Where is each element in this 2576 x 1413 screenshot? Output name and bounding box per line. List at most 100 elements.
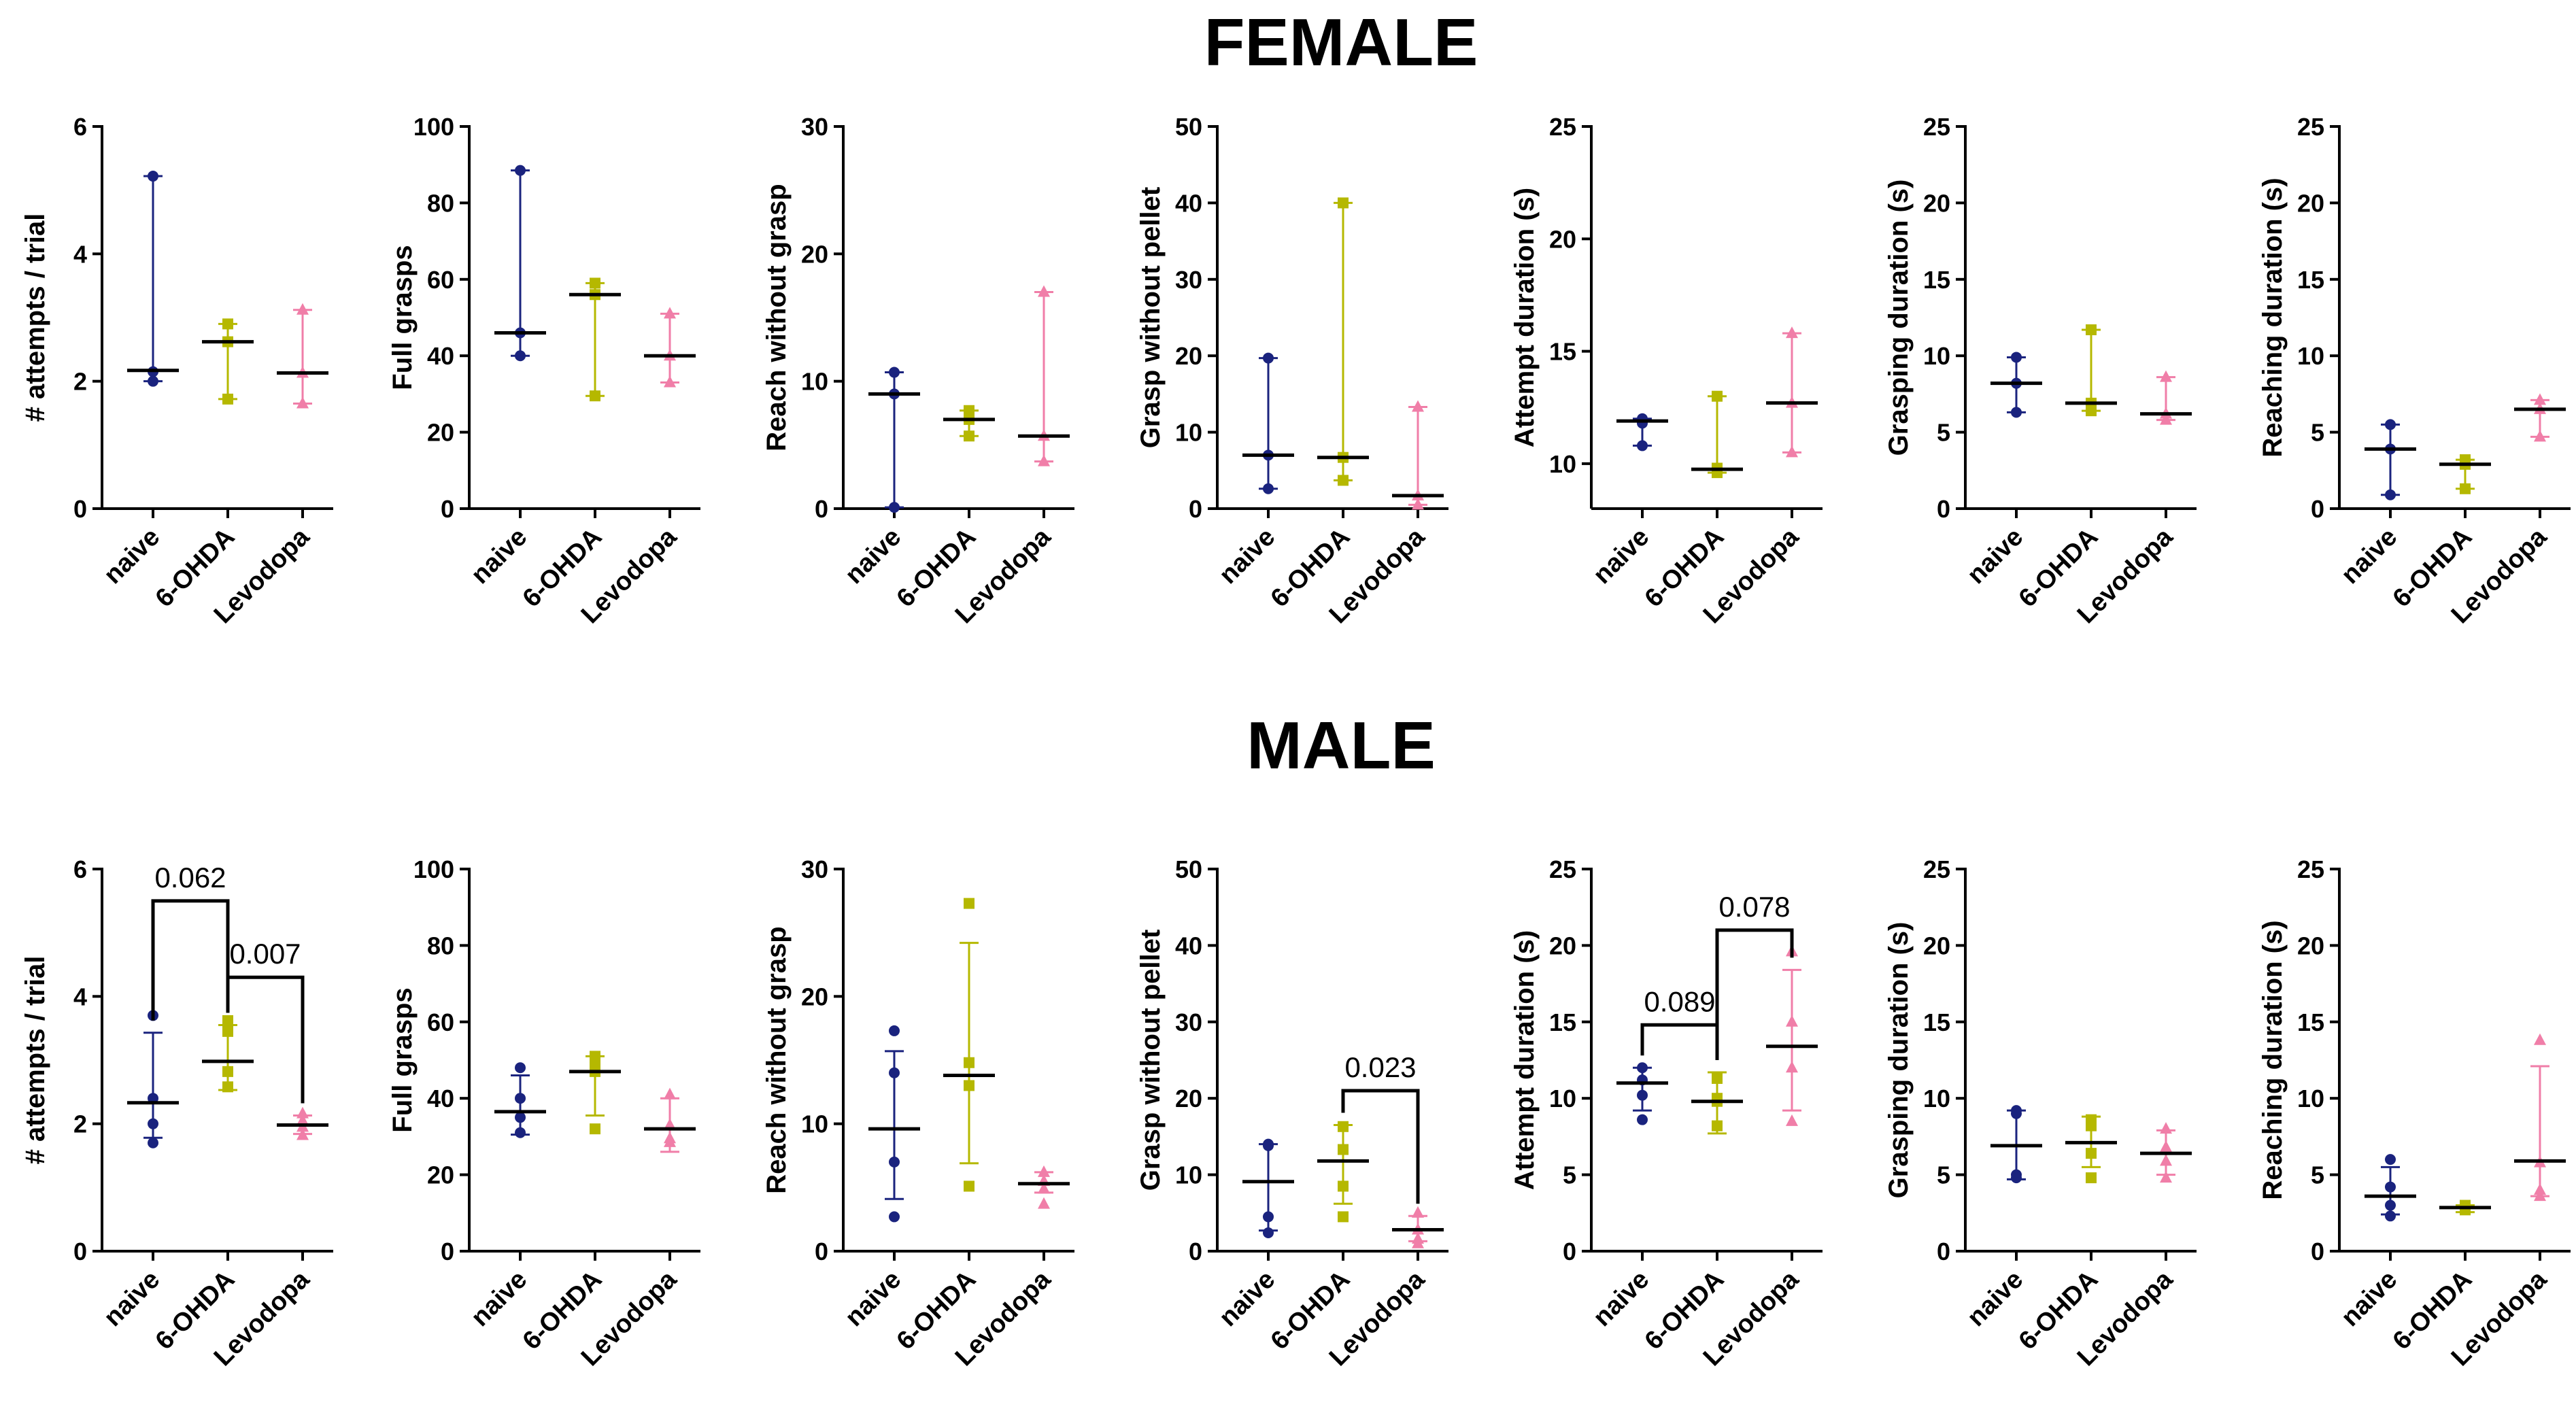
y-axis-label: Grasping duration (s) <box>1884 180 1914 456</box>
group-6-ohda <box>1691 1071 1743 1135</box>
y-tick-label: 0 <box>2311 1238 2324 1265</box>
data-point-naive <box>148 1118 158 1129</box>
data-point-6-ohda <box>2086 405 2097 417</box>
data-point-naive <box>148 1093 158 1104</box>
data-point-naive <box>889 1156 900 1168</box>
data-point-levodopa <box>1038 285 1050 297</box>
data-point-levodopa <box>664 375 676 388</box>
y-tick-label: 0 <box>815 495 828 523</box>
data-point-6-ohda <box>964 1180 975 1192</box>
data-point-naive <box>1637 1062 1648 1074</box>
y-axis-label: Grasping duration (s) <box>1884 922 1914 1199</box>
data-point-naive <box>2385 1181 2396 1193</box>
y-axis-label: # attempts / trial <box>20 214 50 422</box>
y-tick-label: 20 <box>2297 189 2324 217</box>
data-point-6-ohda <box>590 390 600 402</box>
y-tick-label: 20 <box>1923 932 1950 959</box>
y-tick-label: 20 <box>427 1161 454 1189</box>
y-tick-label: 0 <box>1563 1238 1576 1265</box>
data-point-naive <box>889 502 900 513</box>
group-6-ohda <box>1317 197 1369 486</box>
data-point-levodopa <box>2534 393 2546 405</box>
data-point-levodopa <box>296 396 309 409</box>
data-point-6-ohda <box>1338 1180 1349 1192</box>
y-tick-label: 40 <box>427 1085 454 1112</box>
y-tick-label: 30 <box>1175 1008 1202 1036</box>
data-point-naive <box>515 350 526 362</box>
data-point-6-ohda <box>2086 1172 2097 1184</box>
data-point-levodopa <box>1038 1197 1050 1209</box>
data-point-naive <box>515 165 526 176</box>
y-tick-label: 60 <box>427 1008 454 1036</box>
data-point-naive <box>148 171 158 182</box>
y-axis-label: Reach without grasp <box>762 926 792 1193</box>
group-6-ohda <box>1691 390 1743 479</box>
y-tick-label: 10 <box>2297 342 2324 370</box>
data-point-6-ohda <box>222 1025 233 1037</box>
data-point-6-ohda <box>222 318 233 330</box>
y-tick-label: 10 <box>1549 450 1576 478</box>
group-naive <box>1242 1138 1294 1239</box>
data-point-naive <box>1263 1140 1274 1151</box>
y-tick-label: 25 <box>1923 855 1950 883</box>
group-6-ohda <box>1317 1121 1369 1223</box>
data-point-naive <box>1637 1114 1648 1125</box>
data-point-levodopa <box>664 1087 676 1100</box>
y-tick-label: 40 <box>1175 932 1202 959</box>
data-point-levodopa <box>1038 454 1050 466</box>
y-tick-label: 0 <box>1189 1238 1202 1265</box>
p-value-label: 0.062 <box>154 862 226 893</box>
y-tick-label: 0 <box>2311 495 2324 523</box>
data-point-6-ohda <box>964 898 975 909</box>
x-tick-label: naive <box>840 1265 906 1332</box>
data-point-naive <box>2385 1210 2396 1222</box>
y-tick-label: 6 <box>73 113 87 141</box>
data-point-levodopa <box>296 1106 309 1119</box>
group-levodopa <box>1392 400 1444 510</box>
group-6-ohda <box>2439 454 2491 494</box>
group-naive <box>868 367 920 513</box>
data-point-levodopa <box>2160 1140 2172 1153</box>
data-point-6-ohda <box>1338 197 1349 209</box>
data-point-levodopa <box>1786 326 1798 339</box>
group-naive <box>1616 413 1668 452</box>
x-tick-label: naive <box>1962 1265 2029 1332</box>
group-levodopa <box>1018 1165 1070 1209</box>
data-point-naive <box>515 1062 526 1074</box>
data-point-levodopa <box>2534 1183 2546 1195</box>
x-tick-label: naive <box>1588 1265 1655 1332</box>
data-point-levodopa <box>1038 1182 1050 1194</box>
group-levodopa <box>277 303 328 409</box>
data-point-naive <box>889 1211 900 1223</box>
y-tick-label: 20 <box>1175 342 1202 370</box>
y-tick-label: 6 <box>73 855 87 883</box>
data-point-naive <box>1263 483 1274 494</box>
y-tick-label: 4 <box>73 983 87 1010</box>
x-tick-label: naive <box>2336 523 2403 590</box>
data-point-levodopa <box>2160 413 2172 425</box>
group-levodopa <box>2140 1122 2192 1183</box>
p-value-label: 0.023 <box>1344 1051 1416 1083</box>
data-point-levodopa <box>1786 1114 1798 1126</box>
y-axis-label: Full grasps <box>388 245 418 390</box>
y-tick-label: 10 <box>2297 1085 2324 1112</box>
data-point-6-ohda <box>1712 390 1723 402</box>
y-tick-label: 20 <box>801 983 828 1010</box>
data-point-levodopa <box>2160 370 2172 382</box>
data-point-6-ohda <box>2086 1148 2097 1159</box>
y-tick-label: 15 <box>1923 266 1950 294</box>
y-axis-label: # attempts / trial <box>20 956 50 1165</box>
data-point-levodopa <box>664 1118 676 1130</box>
data-point-6-ohda <box>590 1123 600 1135</box>
data-point-6-ohda <box>1338 475 1349 486</box>
data-point-levodopa <box>2160 1122 2172 1134</box>
data-point-levodopa <box>2534 1189 2546 1202</box>
data-point-naive <box>515 1093 526 1104</box>
